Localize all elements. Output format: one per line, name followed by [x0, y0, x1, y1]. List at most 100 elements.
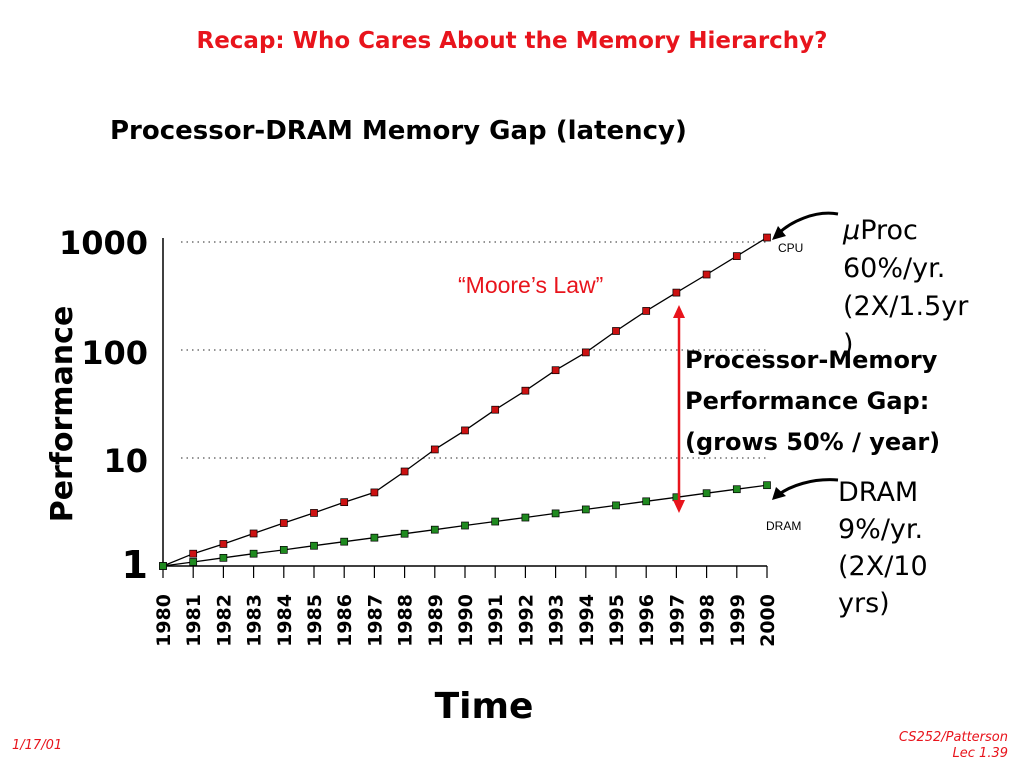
data-point-dram [159, 562, 167, 570]
data-point-cpu [340, 498, 349, 507]
x-tick-label: 2000 [757, 594, 779, 647]
mu-symbol: μ [843, 215, 861, 246]
data-point-dram [612, 501, 620, 510]
x-tick-label: 1992 [515, 594, 537, 647]
data-point-dram [702, 489, 711, 498]
data-point-dram [310, 541, 318, 550]
data-point-cpu [763, 233, 771, 242]
x-tick-label: 1980 [153, 594, 175, 647]
moores-law-label: “Moore’s Law” [458, 272, 604, 298]
data-point-cpu [370, 488, 379, 497]
data-point-dram [370, 533, 379, 542]
x-tick-label: 1985 [304, 594, 326, 647]
cpu-series-label: CPU [778, 241, 803, 255]
cpu-annotation-line-3: (2X/1.5yr [843, 291, 969, 322]
x-tick-label: 1996 [636, 594, 658, 647]
x-tick-label: 1988 [395, 594, 417, 647]
x-tick-label: 1983 [244, 594, 266, 647]
data-point-dram [189, 558, 198, 566]
data-point-cpu [642, 307, 651, 315]
dram-annotation: DRAM 9%/yr. (2X/10 yrs) [838, 474, 1018, 622]
gap-annotation-line-1: Processor-Memory [685, 346, 938, 374]
data-point-cpu [672, 288, 681, 297]
data-point-dram [732, 485, 741, 494]
x-tick-label: 1986 [334, 594, 356, 647]
data-point-cpu [612, 327, 620, 335]
data-point-cpu [491, 405, 500, 414]
footer-course-line-2: Lec 1.39 [952, 746, 1008, 761]
data-point-dram [491, 517, 500, 526]
gap-arrow-head-top [673, 305, 685, 318]
x-tick-label: 1981 [183, 594, 205, 647]
data-point-cpu [279, 519, 288, 527]
chart-title: Processor-DRAM Memory Gap (latency) [110, 116, 687, 146]
data-point-cpu [219, 540, 228, 548]
data-point-cpu [702, 270, 711, 279]
data-point-cpu [732, 252, 741, 260]
x-tick-label: 1991 [485, 594, 507, 647]
data-point-dram [763, 481, 771, 490]
x-axis-label: Time [435, 686, 534, 727]
data-point-cpu [521, 386, 530, 395]
data-point-dram [461, 521, 469, 530]
cpu-callout-arrow [776, 211, 839, 236]
x-tick-label: 1998 [697, 594, 719, 647]
y-tick-label: 10 [103, 442, 148, 480]
axes [162, 238, 768, 578]
footer-course: CS252/Patterson Lec 1.39 [899, 730, 1008, 762]
x-tick-labels: 1980 1981 1982 1983 1984 1985 1986 1987 1988 1989… [153, 594, 779, 647]
dram-annotation-line-2: 9%/yr. [838, 514, 924, 545]
data-point-dram [400, 529, 409, 538]
y-axis-label: Performance [45, 306, 80, 523]
data-point-dram [521, 513, 530, 522]
data-point-dram [249, 549, 258, 558]
cpu-annotation: μProc 60%/yr. (2X/1.5yr ) [843, 212, 1023, 364]
x-tick-label: 1995 [606, 594, 628, 647]
gap-annotation: Processor-Memory Performance Gap: (grows… [685, 340, 940, 463]
footer-date: 1/17/01 [12, 738, 63, 753]
slide-title: Recap: Who Cares About the Memory Hierar… [196, 28, 828, 54]
dram-annotation-line-3: (2X/10 [838, 551, 928, 582]
dram-callout-arrow [777, 478, 839, 497]
x-tick-label: 1984 [274, 594, 296, 647]
footer-course-line-1: CS252/Patterson [898, 730, 1008, 745]
y-tick-label: 1 [122, 543, 148, 587]
dram-series-label: DRAM [766, 519, 801, 533]
data-point-dram [219, 553, 228, 562]
x-tick-label: 1993 [546, 594, 568, 647]
y-tick-labels: 1 10 100 1000 [59, 224, 148, 587]
y-tick-label: 100 [81, 334, 148, 372]
data-point-dram [279, 546, 288, 554]
data-point-cpu [581, 348, 590, 357]
data-point-cpu [430, 445, 439, 454]
data-point-dram [642, 497, 651, 506]
x-tick-label: 1990 [455, 594, 477, 647]
data-point-cpu [189, 549, 198, 558]
data-point-dram [430, 525, 439, 534]
dram-annotation-line-1: DRAM [838, 477, 919, 508]
data-point-dram [340, 537, 349, 546]
gap-annotation-line-2: Performance Gap: [685, 387, 930, 415]
data-point-cpu [400, 467, 409, 476]
data-point-cpu [461, 426, 469, 435]
x-tick-label: 1999 [727, 594, 749, 647]
gap-arrow-head-bottom [673, 500, 685, 513]
x-tick-label: 1997 [666, 594, 688, 647]
y-tick-label: 1000 [59, 224, 148, 262]
data-point-cpu [551, 366, 560, 375]
cpu-callout-arrowhead [772, 226, 786, 240]
x-tick-label: 1982 [213, 594, 235, 647]
data-point-dram [581, 505, 590, 514]
series-points [159, 233, 771, 570]
cpu-annotation-line-2: 60%/yr. [843, 253, 946, 284]
x-tick-label: 1994 [576, 594, 598, 647]
data-point-cpu [249, 529, 258, 538]
cpu-annotation-line-4: ) [843, 329, 854, 360]
data-point-dram [551, 509, 560, 518]
dram-annotation-line-4: yrs) [838, 588, 890, 619]
cpu-annotation-line-1: μProc [843, 215, 918, 246]
dram-callout-arrowhead [772, 487, 786, 500]
gap-annotation-line-3: (grows 50% / year) [685, 428, 941, 456]
x-tick-label: 1987 [364, 594, 386, 647]
